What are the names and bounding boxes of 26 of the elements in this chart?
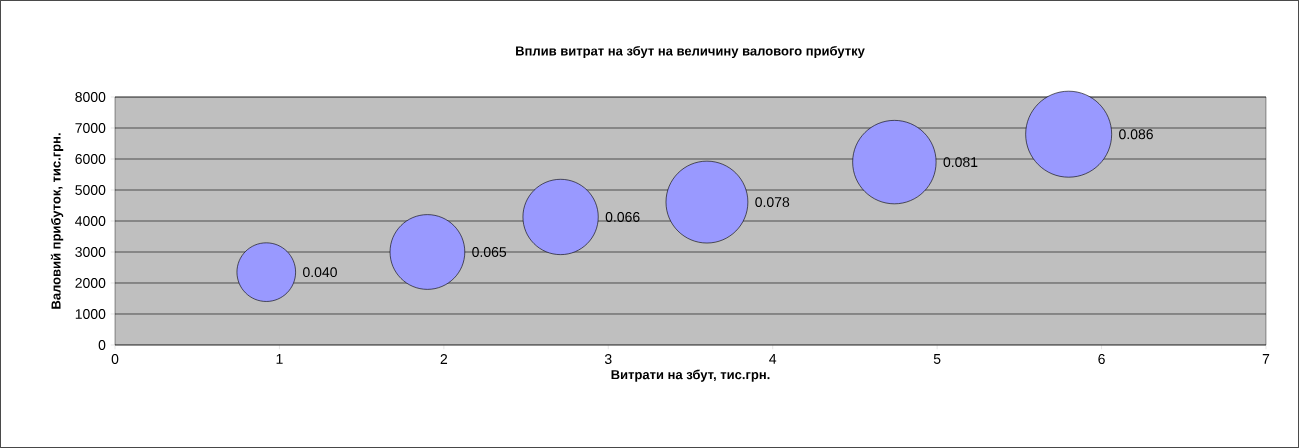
x-tick-label: 3	[604, 354, 612, 365]
y-tick-label: 7000	[75, 123, 106, 133]
x-tick-label: 7	[1262, 354, 1270, 364]
data-label: 0.040	[303, 267, 337, 278]
x-tick-label: 2	[440, 354, 448, 364]
y-tick-label: 5000	[75, 185, 106, 195]
chart-title: Вплив витрат на збут на величину валового прибутку	[516, 45, 865, 59]
y-tick-label: 8000	[75, 92, 106, 102]
x-tick-label: 4	[769, 354, 777, 364]
y-tick-label: 1000	[75, 309, 106, 319]
y-tick-label: 4000	[75, 216, 106, 226]
data-label: 0.078	[755, 197, 790, 208]
x-tick-label: 0	[111, 354, 119, 365]
y-tick-label: 6000	[75, 154, 106, 164]
y-tick-label: 3000	[75, 247, 106, 257]
y-tick-label: 2000	[75, 278, 106, 288]
x-axis-title: Витрати на збут, тис.грн.	[611, 369, 770, 382]
y-axis-title: Валовий прибуток, тис.грн.	[50, 133, 64, 309]
data-label: 0.065	[472, 247, 507, 257]
x-tick-label: 1	[276, 354, 283, 364]
data-label: 0.086	[1119, 129, 1153, 140]
data-label: 0.081	[943, 157, 978, 168]
x-tick-label: 6	[1098, 354, 1105, 365]
data-label: 0.066	[605, 212, 640, 222]
x-tick-label: 5	[933, 354, 941, 364]
y-tick-label: 0	[98, 340, 106, 350]
